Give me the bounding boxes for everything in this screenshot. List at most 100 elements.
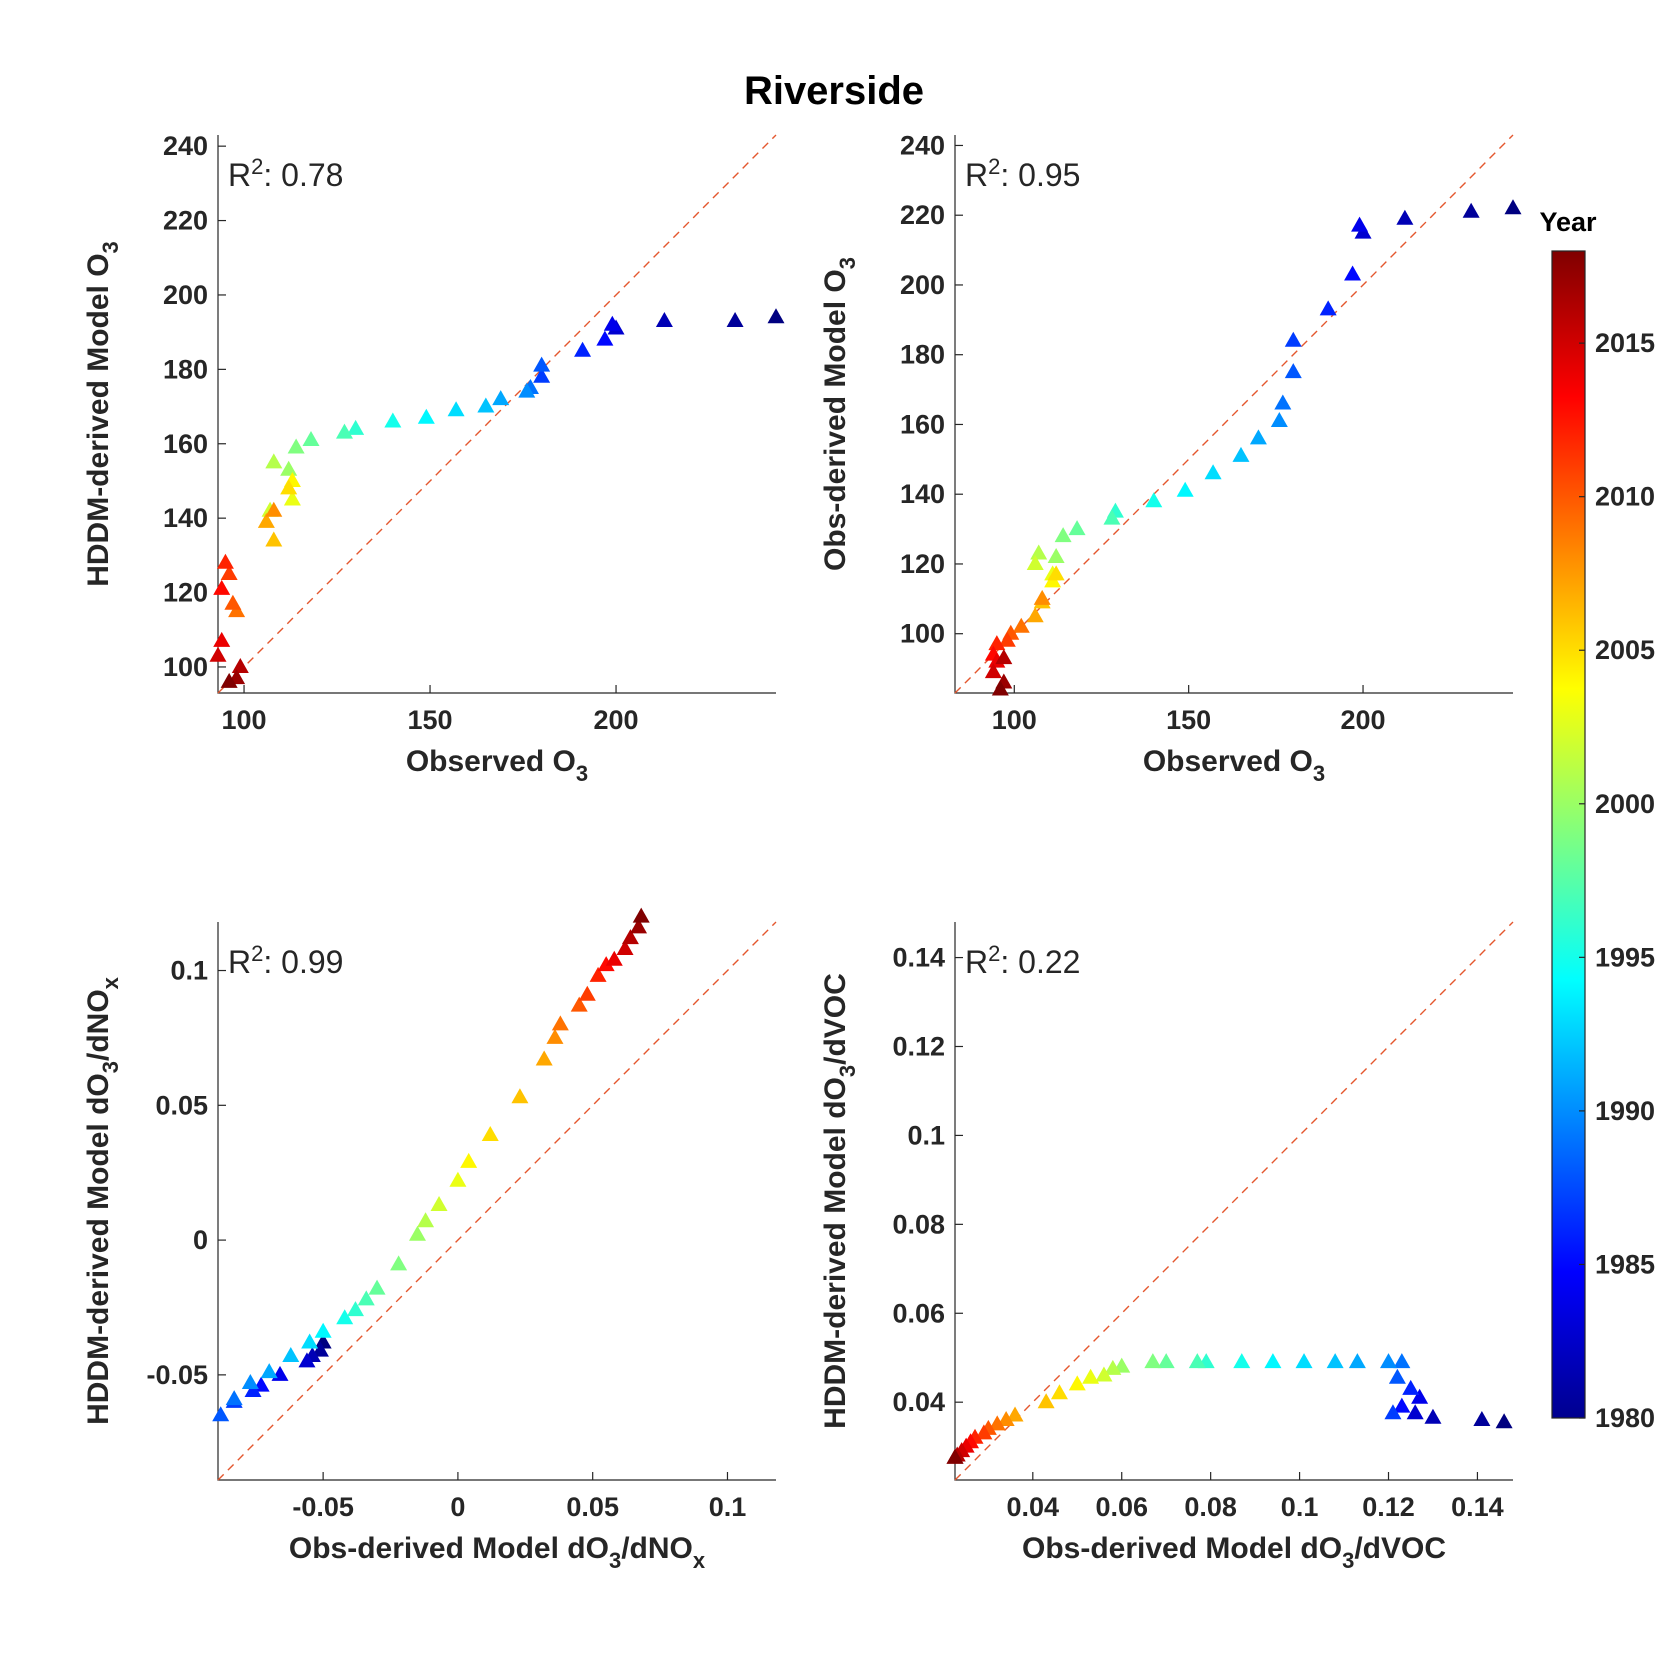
data-point	[1402, 1379, 1420, 1395]
data-point	[1050, 1384, 1068, 1400]
x-tick-label: 0.04	[1007, 1492, 1060, 1522]
x-tick-label: 150	[1166, 705, 1211, 735]
data-point	[991, 680, 1009, 696]
y-tick-label: 180	[900, 340, 945, 370]
data-point	[621, 929, 639, 945]
data-point	[630, 918, 648, 934]
reference-line	[954, 134, 1514, 694]
data-point	[1274, 394, 1292, 410]
y-tick-label: 140	[900, 479, 945, 509]
x-tick-label: 0.05	[566, 1492, 619, 1522]
x-tick-label: 100	[992, 705, 1037, 735]
data-point	[984, 663, 1002, 679]
data-point	[301, 1333, 319, 1349]
data-point	[368, 1279, 386, 1295]
data-point	[314, 1322, 332, 1338]
panel-3: -0.05 0 0.05 0.1 -0.05 0 0.05 0.1 R2: 0.99 Obs-de…	[82, 907, 777, 1573]
data-point	[347, 419, 365, 435]
data-point	[1232, 446, 1250, 462]
data-point	[447, 401, 465, 417]
x-tick-label: 0.14	[1451, 1492, 1504, 1522]
data-point	[597, 956, 615, 972]
y-tick-label: 140	[163, 503, 208, 533]
data-point	[518, 382, 536, 398]
reference-line	[954, 921, 1514, 1481]
data-point	[216, 553, 234, 569]
data-point	[1406, 1404, 1424, 1420]
y-tick-label: 0.05	[155, 1090, 208, 1120]
colorbar-tick-label: 1985	[1595, 1249, 1655, 1279]
y-tick-label: 240	[163, 131, 208, 161]
data-point	[283, 490, 301, 506]
data-point	[1012, 617, 1030, 633]
y-tick-label: 160	[900, 409, 945, 439]
y-tick-label: 0.04	[892, 1387, 945, 1417]
figure-title: Riverside	[744, 69, 924, 113]
data-point	[287, 438, 305, 454]
r2-label: R2: 0.78	[228, 154, 343, 193]
r2-label: R2: 0.22	[965, 941, 1080, 980]
data-point	[260, 1363, 278, 1379]
data-point	[265, 453, 283, 469]
y-axis-label: Obs-derived Model O3	[819, 257, 860, 571]
y-tick-label: 220	[900, 200, 945, 230]
data-point	[1393, 1353, 1411, 1369]
data-point	[1380, 1353, 1398, 1369]
colorbar-tick-label: 1990	[1595, 1096, 1655, 1126]
data-point	[449, 1171, 467, 1187]
x-axis-label: Obs-derived Model dO3/dNOx	[289, 1532, 706, 1573]
y-tick-label: 0.08	[892, 1209, 945, 1239]
r2-label: R2: 0.95	[965, 154, 1080, 193]
data-point	[1233, 1353, 1251, 1369]
y-tick-label: 100	[900, 619, 945, 649]
data-point	[1351, 216, 1369, 232]
data-point	[1388, 1368, 1406, 1384]
data-point	[1411, 1388, 1429, 1404]
y-tick-label: -0.05	[146, 1360, 208, 1390]
data-point	[605, 950, 623, 966]
x-axis-label: Observed O3	[1143, 745, 1325, 786]
y-tick-label: 240	[900, 130, 945, 160]
y-tick-label: 180	[163, 354, 208, 384]
x-tick-label: -0.05	[292, 1492, 354, 1522]
y-tick-label: 200	[163, 280, 208, 310]
data-point	[603, 315, 621, 331]
data-point	[408, 1225, 426, 1241]
data-point	[535, 1050, 553, 1066]
y-tick-label: 220	[163, 206, 208, 236]
data-point	[302, 431, 320, 447]
data-point	[1026, 554, 1044, 570]
y-tick-label: 0.14	[892, 943, 945, 973]
data-point	[975, 1424, 993, 1440]
y-tick-label: 100	[163, 652, 208, 682]
y-tick-label: 120	[163, 578, 208, 608]
data-point	[1270, 411, 1288, 427]
colorbar-tick-label: 2010	[1595, 482, 1655, 512]
data-point	[257, 512, 275, 528]
data-point	[1006, 1406, 1024, 1422]
x-tick-label: 0	[450, 1492, 465, 1522]
data-point	[578, 985, 596, 1001]
x-axis-label: Observed O3	[406, 745, 588, 786]
colorbar-tick-label: 1995	[1595, 942, 1655, 972]
colorbar-tick-label: 2015	[1595, 328, 1655, 358]
panel-2: 100 150 200 100 120 140 160 180 200 220 240 R2: 0.9…	[819, 130, 1522, 786]
data-point	[1026, 607, 1044, 623]
data-point	[282, 1347, 300, 1362]
data-point	[298, 1352, 316, 1368]
data-point	[460, 1152, 478, 1168]
x-axis-label: Obs-derived Model dO3/dVOC	[1022, 1532, 1446, 1573]
data-point	[533, 367, 551, 383]
data-point	[988, 1415, 1006, 1431]
y-tick-label: 0.06	[892, 1298, 945, 1328]
data-point	[335, 423, 353, 439]
data-point	[346, 1301, 364, 1317]
data-point	[1393, 1397, 1411, 1413]
data-point	[1344, 265, 1362, 281]
y-tick-label: 0.1	[170, 956, 208, 986]
data-point	[1033, 589, 1051, 605]
data-point	[1144, 1353, 1162, 1369]
data-point	[1462, 202, 1480, 218]
data-point	[212, 1406, 230, 1422]
y-tick-label: 0.1	[907, 1120, 945, 1150]
